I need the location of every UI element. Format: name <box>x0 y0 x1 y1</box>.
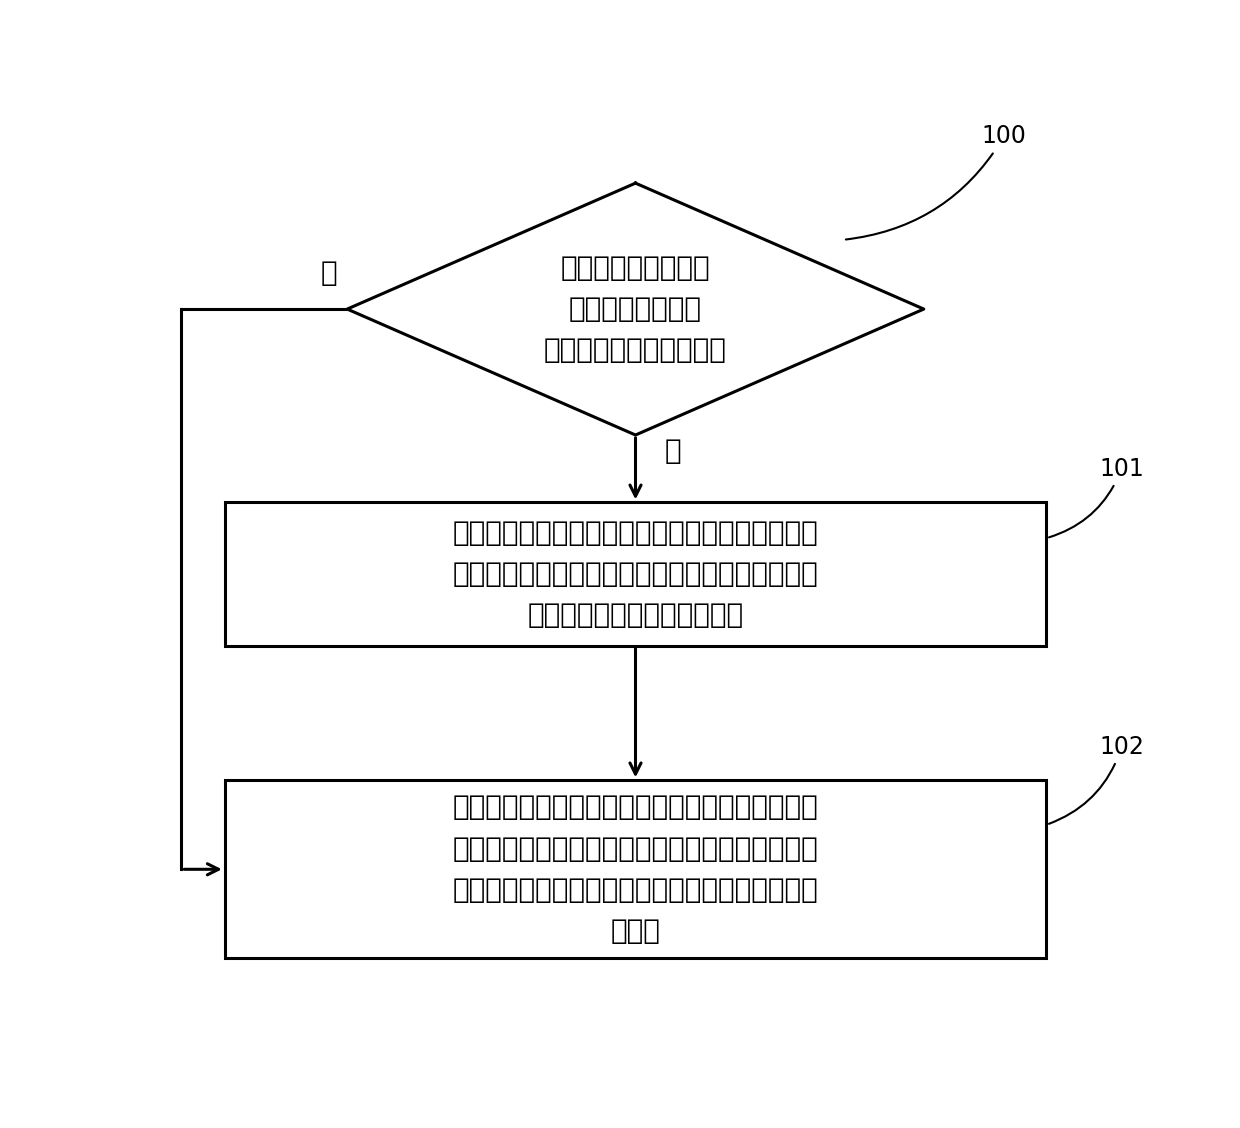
Text: 输出所接收到的多媒体信号至所述显示装置的中央
处理器，由所述中央处理器输出所接收到的多媒体
信号至所述显示装置的显示屏: 输出所接收到的多媒体信号至所述显示装置的中央 处理器，由所述中央处理器输出所接收… <box>453 519 818 629</box>
Text: 否: 否 <box>665 438 681 465</box>
Text: 100: 100 <box>846 124 1027 239</box>
Text: 是: 是 <box>321 259 337 288</box>
FancyBboxPatch shape <box>224 781 1047 959</box>
FancyBboxPatch shape <box>224 502 1047 645</box>
Text: 102: 102 <box>1049 734 1145 823</box>
Text: 101: 101 <box>1049 457 1145 537</box>
Text: 判断通过多媒体信号
输入接口接收到的
多媒体信号是否出现异常: 判断通过多媒体信号 输入接口接收到的 多媒体信号是否出现异常 <box>544 254 727 364</box>
Polygon shape <box>347 183 924 435</box>
Text: 输出预设的画面信号至所述中央处理器，由所述中
央处理器输出所述预设的画面信号至所述显示屏，
其中，所述预设的画面信号包括多媒体信号异常提
示信息: 输出预设的画面信号至所述中央处理器，由所述中 央处理器输出所述预设的画面信号至所… <box>453 793 818 945</box>
